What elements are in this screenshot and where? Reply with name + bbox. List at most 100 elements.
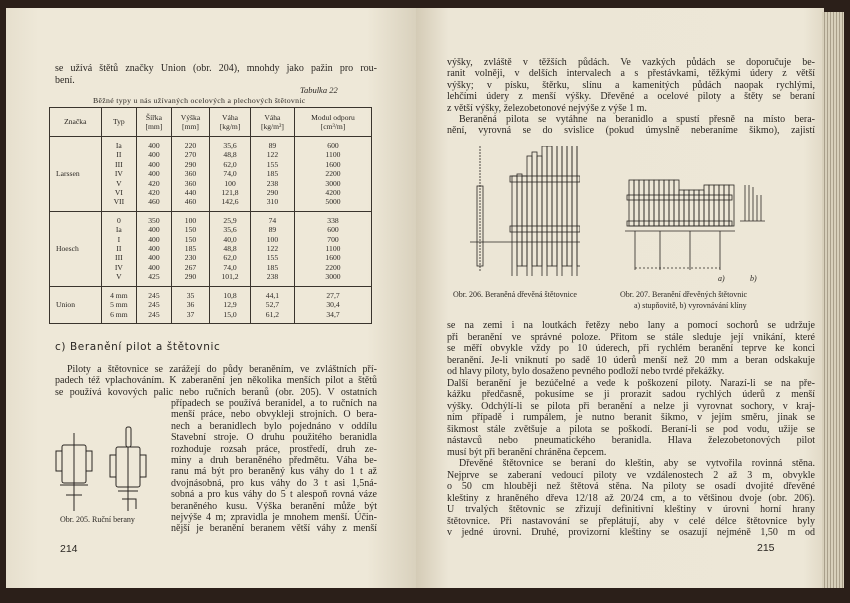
brand-cell: Hoesch <box>49 210 102 287</box>
figure-207-label-b: b) <box>750 274 757 283</box>
sheet-pile-board <box>536 155 543 267</box>
brand-cell: Larssen <box>49 136 102 212</box>
figure-205-hand-rammers <box>55 426 147 511</box>
table-cell: 600 1100 1600 2200 3000 4200 5000 <box>294 136 372 212</box>
sheet-pile-board <box>643 179 650 227</box>
text-line: nástavců nebo pneumatického beranidla. H… <box>447 435 815 446</box>
table-cell: 74 89 100 122 155 185 238 <box>249 210 296 287</box>
text-line: nější je beranění beranem větší váhy z m… <box>171 523 377 535</box>
sheet-pile-board <box>648 179 655 227</box>
column-header: Váha [kg/m] <box>209 107 251 137</box>
text-line: výšky. Odchýlí-li se pilota při beranění… <box>447 400 815 412</box>
text-line: bení. <box>55 74 75 86</box>
figure-206-caption: Obr. 206. Beraněná dřevěná štětovnice <box>453 290 577 299</box>
text-line: sobná a pro kus váhy do 5 t alespoň rovn… <box>171 489 377 501</box>
text-line: z větší výšky, železobetonové nejvýše z … <box>447 102 647 114</box>
text-line: Piloty a štětovnice se zarážejí do půdy … <box>67 364 377 375</box>
text-line: nech a beranidlech bylo pojednáno v oddí… <box>171 420 377 432</box>
figure-207-caption: Obr. 207. Beranění dřevěných štětovnic <box>620 290 748 299</box>
page-number-right: 215 <box>757 542 775 554</box>
column-header: Typ <box>100 107 138 137</box>
text-line: rozhoduje rozsah práce, prostředí, druh … <box>171 443 377 455</box>
table-cell: 220 270 290 360 360 440 460 <box>170 136 211 212</box>
text-line: šikmost stále zvětšuje a pilota se poško… <box>447 423 815 435</box>
sheet-pile-board <box>531 151 538 267</box>
text-line: U trvalých štětovnic se zřizují definiti… <box>447 504 815 515</box>
table-cell: 89 122 155 185 238 290 310 <box>249 136 296 212</box>
sheet-pile-board <box>708 184 715 227</box>
figure-207-sheet-pile-driving <box>625 179 765 270</box>
table-cell: 35,6 48,8 62,0 74,0 100 121,8 142,6 <box>209 136 251 212</box>
sheet-pile-board <box>551 146 558 267</box>
text-line: kleštiny z hraněného dřeva 12/18 až 20/2… <box>447 492 815 504</box>
column-header: Modul odporu [cm³/m] <box>294 107 372 137</box>
sheet-pile-board <box>546 146 553 267</box>
steel-sheet-pile-table: Značka Typ Šířka [mm] Výška [mm] Váha [kg/m]… <box>49 107 372 324</box>
table-cell: 25,9 35,6 40,0 48,8 62,0 74,0 101,2 <box>209 210 251 287</box>
sheet-pile-board <box>663 179 670 227</box>
sheet-pile-board <box>576 146 580 267</box>
table-cell: 338 600 700 1100 1600 2200 3000 <box>294 210 372 287</box>
text-line: musí být při beranění chráněna čepcem. <box>447 446 607 458</box>
text-line: ním případě i rumpálem, je nutno beranit… <box>447 412 815 423</box>
table-row-group-hoesch: Hoesch 0 Ia I II III IV V 350 400 400 400 … <box>49 210 372 287</box>
text-line: nejvýše 4 m; zpravidla je mnohem menší. … <box>171 512 377 523</box>
table-cell: 0 Ia I II III IV V <box>100 210 138 287</box>
text-line: Další beranění je bezúčelné a vede k poš… <box>447 377 815 389</box>
sheet-pile-board <box>633 179 640 227</box>
page-number-left: 214 <box>60 543 78 555</box>
text-line: se užívá štětů značky Union (obr. 204), … <box>55 63 377 74</box>
sheet-pile-board <box>516 173 523 267</box>
text-line: se používá kovových palic nebo ručních b… <box>55 386 377 398</box>
table-header-row: Značka Typ Šířka [mm] Výška [mm] Váha [kg/m]… <box>49 107 372 137</box>
sheet-pile-board <box>668 179 675 227</box>
column-header: Výška [mm] <box>170 107 211 137</box>
table-cell: 350 400 400 400 400 400 425 <box>136 210 172 287</box>
sheet-pile-board <box>561 146 568 267</box>
table-cell: 4 mm 5 mm 6 mm <box>100 285 138 324</box>
text-line: při beranění ve správné poloze. Přitom s… <box>447 331 815 343</box>
text-line: kážku předčasně, pokusíme se ji prorazit… <box>447 389 815 400</box>
sheet-pile-board <box>566 146 573 267</box>
text-line: výšky; v písku, štěrku, slínu a kamenitý… <box>447 79 815 91</box>
table-cell: 10,8 12,9 15,0 <box>209 285 251 324</box>
figure-206-timber-sheet-pile <box>470 146 580 276</box>
table-cell: 400 400 400 400 420 420 460 <box>136 136 172 212</box>
text-line: miny a druh beraněného předmětu. Váha be… <box>171 455 377 466</box>
right-page <box>416 8 824 588</box>
text-line: menší práce, nebo obvykleji strojních. O… <box>171 409 377 421</box>
text-line: v jedné úrovni. Druhé, provizorní klešti… <box>447 527 815 538</box>
text-line: výšky, zvláště v těžších půdách. Ve vazk… <box>447 57 815 68</box>
table-row-group-union: Union 4 mm 5 mm 6 mm 245 245 245 35 36 37 10… <box>49 285 372 324</box>
text-line: o 50 cm hlouběji než štětová stěna. Na p… <box>447 481 815 492</box>
sheet-pile-board <box>526 155 533 276</box>
text-line: ranu má být pro beraněný kus váhy do 1 t… <box>171 466 377 478</box>
text-line: případech se používá beranidel, a to ruč… <box>171 398 377 409</box>
column-header: Šířka [mm] <box>136 107 172 137</box>
brand-cell: Union <box>49 285 102 324</box>
sheet-pile-board <box>703 184 710 227</box>
sheet-pile-board <box>723 184 730 227</box>
text-line: Stavební stroje. O druhu použitého beran… <box>171 432 377 444</box>
text-line: beranění. Je-li vniknutí po sadě 10 úder… <box>447 354 815 366</box>
text-line: štětovnice. Při nastavování se přeplátuj… <box>447 515 815 527</box>
table-cell: 35 36 37 <box>170 285 211 324</box>
column-header: Váha [kg/m²] <box>249 107 296 137</box>
column-header: Značka <box>49 107 102 137</box>
sheet-pile-board <box>556 146 563 276</box>
sheet-pile-board <box>521 175 528 267</box>
text-line: lehčími údery z menší výšky. Dřevěné a o… <box>447 91 815 103</box>
sheet-pile-board <box>541 146 548 276</box>
text-line: Beraněná pilota se vytáhne na beranidlo … <box>459 114 815 125</box>
text-line: beraněného kusu. Výška beranění může být <box>171 500 377 512</box>
sheet-pile-board <box>718 184 725 227</box>
text-line: se měří obvykle vždy po 10 úderech, při … <box>447 343 815 354</box>
text-line: dvojnásobná, pro kus váhy do 3 t asi 1,5… <box>171 477 377 489</box>
table-cell: 100 150 150 185 230 267 290 <box>170 210 211 287</box>
sheet-pile-board <box>658 179 665 227</box>
sheet-pile-board <box>571 146 578 276</box>
figure-207-label-a: a) <box>718 274 725 283</box>
page-edges <box>822 12 844 588</box>
text-line: od hlavy piloty, bylo dosaženo pevného p… <box>447 366 725 377</box>
text-line: padech též vplachováním. K zaberanění je… <box>55 375 377 387</box>
